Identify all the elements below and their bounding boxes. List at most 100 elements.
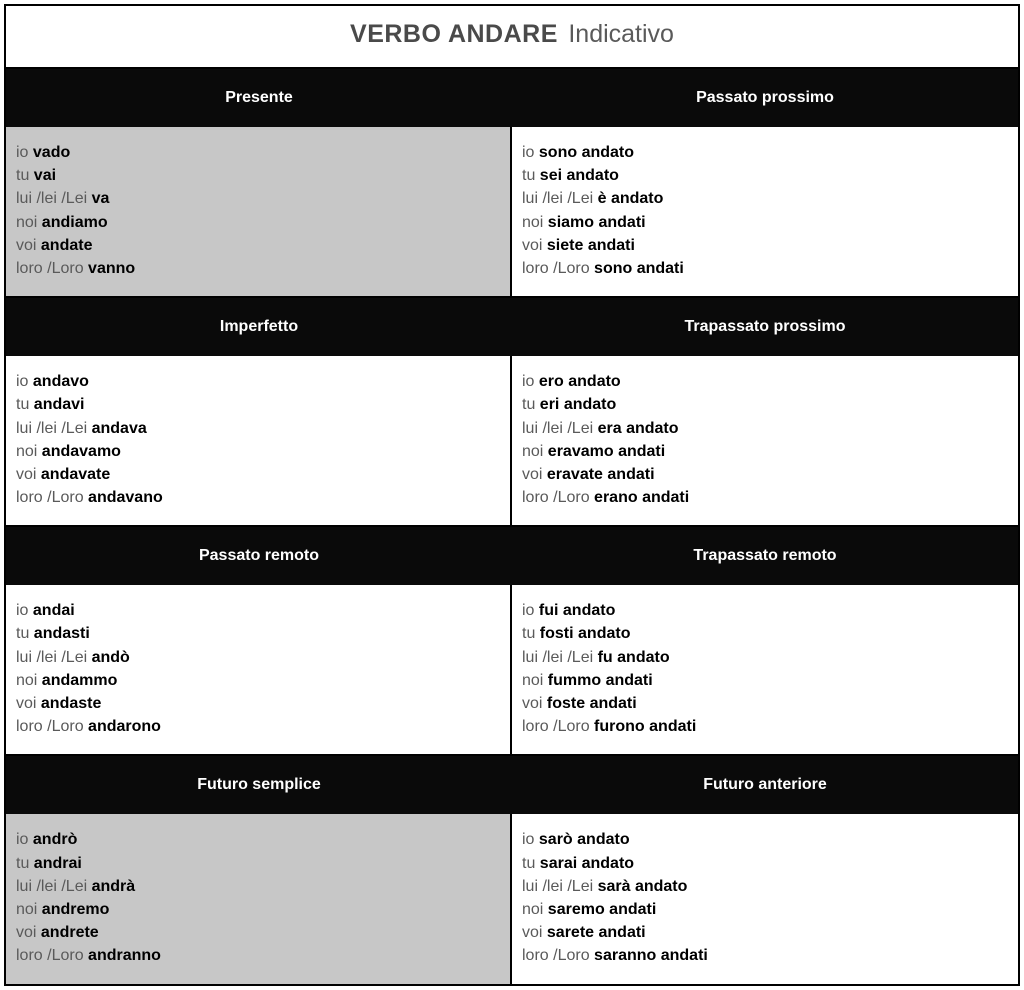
- conjugation-line: tu andavi: [16, 393, 500, 416]
- conjugation-line: voi andate: [16, 234, 500, 257]
- verb-form: foste andati: [547, 695, 637, 712]
- verb-form: andammo: [42, 672, 118, 689]
- pronoun: noi: [522, 672, 548, 689]
- verb-form: andavano: [88, 489, 163, 506]
- pronoun: io: [522, 373, 539, 390]
- pronoun: loro /Loro: [16, 718, 88, 735]
- pronoun: noi: [16, 901, 42, 918]
- conjugation-line: loro /Loro sono andati: [522, 257, 1008, 280]
- tense-header: Trapassato remoto: [512, 527, 1018, 585]
- verb-form: andranno: [88, 947, 161, 964]
- conjugation-line: tu fosti andato: [522, 622, 1008, 645]
- verb-form: eravate andati: [547, 466, 655, 483]
- verb-form: saranno andati: [594, 947, 708, 964]
- verb-form: vai: [34, 167, 56, 184]
- conjugation-line: io vado: [16, 141, 500, 164]
- conjugation-line: noi andiamo: [16, 211, 500, 234]
- verb-form: furono andati: [594, 718, 696, 735]
- conjugation-line: voi andaste: [16, 692, 500, 715]
- conjugation-line: io sarò andato: [522, 828, 1008, 851]
- pronoun: loro /Loro: [522, 718, 594, 735]
- pronoun: tu: [16, 167, 34, 184]
- pronoun: noi: [16, 214, 42, 231]
- conjugation-line: io andrò: [16, 828, 500, 851]
- verb-form: andasti: [34, 625, 90, 642]
- verb-form: fosti andato: [540, 625, 631, 642]
- title-mood: Indicativo: [568, 20, 674, 48]
- conjugation-line: voi andavate: [16, 463, 500, 486]
- conjugation-line: io andai: [16, 599, 500, 622]
- tense-header: Imperfetto: [6, 298, 512, 356]
- conjugation-line: lui /lei /Lei era andato: [522, 417, 1008, 440]
- verb-form: andate: [41, 237, 93, 254]
- verb-form: andai: [33, 602, 75, 619]
- verb-form: saremo andati: [548, 901, 656, 918]
- verb-form: va: [92, 190, 110, 207]
- pronoun: loro /Loro: [16, 260, 88, 277]
- pronoun: lui /lei /Lei: [522, 649, 598, 666]
- conjugation-line: lui /lei /Lei andrà: [16, 875, 500, 898]
- conjugation-table: VERBO ANDARE Indicativo PresentePassato …: [4, 4, 1020, 986]
- conjugation-line: tu vai: [16, 164, 500, 187]
- pronoun: loro /Loro: [16, 947, 88, 964]
- verb-form: vado: [33, 144, 70, 161]
- verb-form: ero andato: [539, 373, 621, 390]
- pronoun: loro /Loro: [522, 947, 594, 964]
- conjugation-line: tu sarai andato: [522, 852, 1008, 875]
- verb-form: sono andato: [539, 144, 634, 161]
- conjugation-line: voi eravate andati: [522, 463, 1008, 486]
- conjugation-line: noi andammo: [16, 669, 500, 692]
- verb-form: siamo andati: [548, 214, 646, 231]
- verb-form: andò: [92, 649, 130, 666]
- conjugation-line: loro /Loro andarono: [16, 715, 500, 738]
- conjugation-line: noi eravamo andati: [522, 440, 1008, 463]
- verb-form: sarò andato: [539, 831, 630, 848]
- conjugation-line: loro /Loro erano andati: [522, 486, 1008, 509]
- verb-form: andrà: [92, 878, 136, 895]
- tense-body: io fui andatotu fosti andatolui /lei /Le…: [512, 585, 1018, 756]
- verb-form: sarete andati: [547, 924, 646, 941]
- conjugation-line: noi siamo andati: [522, 211, 1008, 234]
- pronoun: voi: [16, 695, 41, 712]
- conjugation-line: io fui andato: [522, 599, 1008, 622]
- conjugation-line: noi andavamo: [16, 440, 500, 463]
- conjugation-line: tu andasti: [16, 622, 500, 645]
- tense-body: io andaitu andastilui /lei /Lei andònoi …: [6, 585, 512, 756]
- pronoun: tu: [16, 855, 34, 872]
- pronoun: io: [16, 831, 33, 848]
- pronoun: tu: [16, 396, 34, 413]
- pronoun: tu: [16, 625, 34, 642]
- tense-header: Futuro semplice: [6, 756, 512, 814]
- verb-form: sono andati: [594, 260, 684, 277]
- pronoun: io: [16, 602, 33, 619]
- verb-form: andiamo: [42, 214, 108, 231]
- verb-form: andava: [92, 420, 147, 437]
- conjugation-line: voi andrete: [16, 921, 500, 944]
- pronoun: voi: [522, 466, 547, 483]
- verb-form: andavate: [41, 466, 110, 483]
- conjugation-line: tu andrai: [16, 852, 500, 875]
- pronoun: io: [522, 831, 539, 848]
- tense-header: Futuro anteriore: [512, 756, 1018, 814]
- conjugation-line: lui /lei /Lei va: [16, 187, 500, 210]
- conjugation-line: tu eri andato: [522, 393, 1008, 416]
- conjugation-line: lui /lei /Lei andava: [16, 417, 500, 440]
- pronoun: lui /lei /Lei: [16, 190, 92, 207]
- verb-form: sarai andato: [540, 855, 634, 872]
- conjugation-line: io ero andato: [522, 370, 1008, 393]
- pronoun: tu: [522, 625, 540, 642]
- verb-form: sei andato: [540, 167, 619, 184]
- verb-form: andavi: [34, 396, 85, 413]
- conjugation-line: lui /lei /Lei sarà andato: [522, 875, 1008, 898]
- conjugation-line: io andavo: [16, 370, 500, 393]
- title-row: VERBO ANDARE Indicativo: [6, 6, 1018, 69]
- title-verb: VERBO ANDARE: [350, 20, 558, 48]
- verb-form: era andato: [598, 420, 679, 437]
- pronoun: loro /Loro: [16, 489, 88, 506]
- conjugation-line: lui /lei /Lei fu andato: [522, 646, 1008, 669]
- pronoun: voi: [522, 924, 547, 941]
- verb-form: eri andato: [540, 396, 616, 413]
- verb-form: fu andato: [598, 649, 670, 666]
- conjugation-line: voi siete andati: [522, 234, 1008, 257]
- conjugation-line: tu sei andato: [522, 164, 1008, 187]
